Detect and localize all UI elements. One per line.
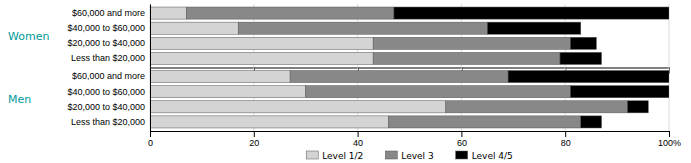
- y-tick: Less than $20,000: [71, 117, 150, 127]
- legend-label: Level 3: [401, 151, 433, 161]
- bar: [150, 101, 446, 113]
- bar: [446, 101, 628, 113]
- bar: [570, 37, 596, 49]
- x-tick-label: 60: [457, 138, 467, 148]
- y-tick: $20,000 to $40,000: [67, 102, 150, 112]
- grid-line: [150, 68, 151, 132]
- y-axis-line: [150, 5, 151, 69]
- y-tick-label: $60,000 and more: [72, 71, 145, 81]
- bar: [150, 86, 306, 98]
- y-tick: $40,000 to $60,000: [67, 23, 150, 33]
- y-axis: $60,000 and more $40,000 to $60,000 $20,00…: [67, 5, 150, 69]
- bar: [306, 86, 571, 98]
- x-tick-mark: [150, 131, 151, 137]
- legend-swatch: [456, 151, 468, 159]
- y-tick-label: $40,000 to $60,000: [67, 23, 145, 33]
- x-tick-mark: [565, 131, 566, 137]
- x-tick-label: 0: [148, 138, 153, 148]
- x-axis-line: [151, 68, 670, 69]
- bar: [627, 101, 648, 113]
- bar: [570, 86, 669, 98]
- bar: [508, 71, 669, 83]
- bars: [150, 7, 669, 64]
- bar: [150, 22, 238, 34]
- bar: [394, 7, 669, 19]
- y-tick: $60,000 and more: [72, 71, 150, 81]
- bars: [150, 71, 669, 128]
- x-tick: 40: [353, 131, 363, 148]
- grid: [150, 68, 669, 132]
- bar: [186, 7, 394, 19]
- legend-item: Level 4/5: [456, 151, 513, 161]
- chart: $60,000 and more $40,000 to $60,000 $20,00…: [0, 0, 691, 163]
- y-tick-label: $20,000 to $40,000: [67, 38, 145, 48]
- panel: $60,000 and more $40,000 to $60,000 $20,00…: [8, 4, 670, 74]
- bar: [290, 71, 508, 83]
- group-title: Men: [8, 93, 31, 106]
- bar: [150, 116, 389, 128]
- legend-label: Level 4/5: [472, 151, 513, 161]
- y-tick-label: $40,000 to $60,000: [67, 87, 145, 97]
- x-tick-mark: [358, 131, 359, 137]
- y-axis: $60,000 and more $40,000 to $60,000 $20,00…: [67, 68, 150, 132]
- legend-item: Level 1/2: [306, 151, 363, 161]
- bar: [150, 71, 290, 83]
- x-tick-label: 100%: [658, 138, 681, 148]
- y-tick: Less than $20,000: [71, 53, 150, 63]
- bar: [389, 116, 581, 128]
- panel: 0 20 40 60 80 100% $60,000 and more $40,000 to …: [8, 68, 681, 149]
- legend-swatch: [306, 151, 318, 159]
- y-tick: $20,000 to $40,000: [67, 38, 150, 48]
- x-tick-label: 80: [561, 138, 571, 148]
- x-axis: 0 20 40 60 80 100%: [148, 131, 681, 148]
- x-tick-label: 40: [353, 138, 363, 148]
- legend-swatch: [385, 151, 397, 159]
- series: [394, 7, 669, 64]
- x-tick: 60: [457, 131, 467, 148]
- x-tick: 0: [148, 131, 153, 148]
- bar: [560, 52, 602, 64]
- legend-item: Level 3: [385, 151, 433, 161]
- y-axis-line: [150, 68, 151, 132]
- y-tick-label: Less than $20,000: [71, 117, 145, 127]
- x-tick: 20: [249, 131, 259, 148]
- bar: [373, 37, 570, 49]
- x-tick-mark: [461, 131, 462, 137]
- bar: [373, 52, 560, 64]
- bar: [150, 52, 373, 64]
- x-tick-mark: [669, 131, 670, 137]
- series: [508, 71, 669, 128]
- x-tick-label: 20: [249, 138, 259, 148]
- bar: [581, 116, 602, 128]
- bar: [487, 22, 580, 34]
- y-tick-label: $60,000 and more: [72, 8, 145, 18]
- y-tick: $60,000 and more: [72, 8, 150, 18]
- bar: [150, 7, 186, 19]
- x-tick: 100%: [658, 131, 681, 148]
- x-tick-mark: [254, 131, 255, 137]
- x-tick: 80: [561, 131, 571, 148]
- grid: [150, 4, 669, 68]
- y-tick-label: Less than $20,000: [71, 53, 145, 63]
- bar: [150, 37, 373, 49]
- group-title: Women: [8, 30, 49, 43]
- grid-line: [150, 4, 151, 68]
- legend-label: Level 1/2: [322, 151, 363, 161]
- y-tick: $40,000 to $60,000: [67, 87, 150, 97]
- y-tick-label: $20,000 to $40,000: [67, 102, 145, 112]
- legend: Level 1/2 Level 3 Level 4/5: [306, 151, 513, 161]
- x-axis-line: [151, 131, 670, 132]
- bar: [238, 22, 487, 34]
